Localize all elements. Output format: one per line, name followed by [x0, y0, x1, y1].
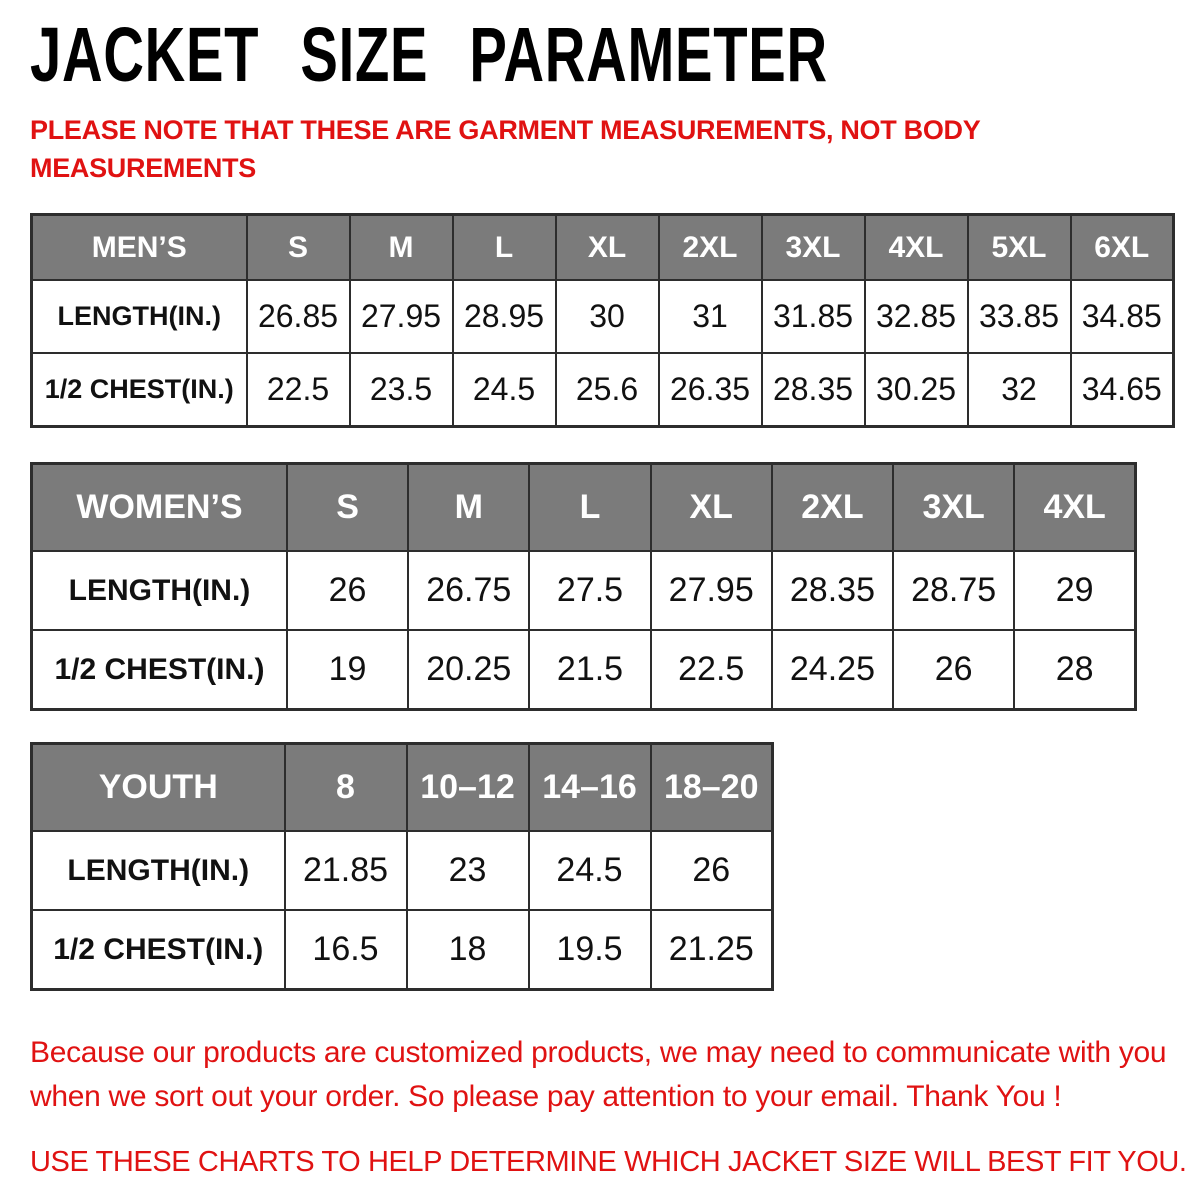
size-value: 27.5 — [528, 550, 652, 632]
size-value: 28 — [1013, 629, 1137, 711]
size-header-5xl: 5XL — [966, 213, 1072, 282]
size-value: 25.6 — [554, 352, 660, 428]
size-value: 24.5 — [451, 352, 557, 428]
mens-header-row: MEN’S S M L XL 2XL 3XL 4XL 5XL 6XL — [30, 213, 1175, 282]
size-header-10-12: 10–12 — [405, 742, 530, 833]
mens-size-table: MEN’S S M L XL 2XL 3XL 4XL 5XL 6XL LENGT… — [30, 213, 1175, 429]
size-header-8: 8 — [283, 742, 408, 833]
size-value: 23.5 — [348, 352, 454, 428]
size-value: 31.85 — [760, 279, 866, 355]
size-value: 22.5 — [245, 352, 351, 428]
size-header-3xl: 3XL — [892, 462, 1016, 553]
womens-chest-row: 1/2 CHEST(IN.) 19 20.25 21.5 22.5 24.25 … — [30, 629, 1137, 711]
size-header-l: L — [451, 213, 557, 282]
size-value: 26.35 — [657, 352, 763, 428]
size-value: 27.95 — [348, 279, 454, 355]
size-value: 22.5 — [649, 629, 773, 711]
womens-size-table: WOMEN’S S M L XL 2XL 3XL 4XL LENGTH(IN.)… — [30, 462, 1137, 712]
row-label-length: LENGTH(IN.) — [30, 550, 288, 632]
size-value: 18 — [405, 909, 530, 991]
youth-size-table: YOUTH 8 10–12 14–16 18–20 LENGTH(IN.) 21… — [30, 742, 774, 992]
size-value: 21.5 — [528, 629, 652, 711]
row-label-chest: 1/2 CHEST(IN.) — [30, 909, 286, 991]
womens-table-title: WOMEN’S — [30, 462, 288, 553]
size-value: 34.85 — [1069, 279, 1175, 355]
size-header-m: M — [407, 462, 531, 553]
size-value: 28.75 — [892, 550, 1016, 632]
size-value: 19.5 — [527, 909, 652, 991]
size-value: 19 — [285, 629, 410, 711]
size-value: 33.85 — [966, 279, 1072, 355]
size-value: 30.25 — [863, 352, 969, 428]
size-value: 27.95 — [649, 550, 773, 632]
row-label-length: LENGTH(IN.) — [30, 830, 286, 912]
youth-length-row: LENGTH(IN.) 21.85 23 24.5 26 — [30, 830, 774, 912]
mens-length-row: LENGTH(IN.) 26.85 27.95 28.95 30 31 31.8… — [30, 279, 1175, 355]
row-label-length: LENGTH(IN.) — [30, 279, 248, 355]
womens-header-row: WOMEN’S S M L XL 2XL 3XL 4XL — [30, 462, 1137, 553]
size-value: 29 — [1013, 550, 1137, 632]
size-header-3xl: 3XL — [760, 213, 866, 282]
chart-usage-advice: USE THESE CHARTS TO HELP DETERMINE WHICH… — [30, 1146, 1187, 1179]
size-value: 32.85 — [863, 279, 969, 355]
size-header-l: L — [528, 462, 652, 553]
size-value: 31 — [657, 279, 763, 355]
size-header-xl: XL — [649, 462, 773, 553]
size-value: 26 — [892, 629, 1016, 711]
size-header-s: S — [285, 462, 410, 553]
womens-length-row: LENGTH(IN.) 26 26.75 27.5 27.95 28.35 28… — [30, 550, 1137, 632]
size-header-4xl: 4XL — [863, 213, 969, 282]
row-label-chest: 1/2 CHEST(IN.) — [30, 352, 248, 428]
size-value: 24.5 — [527, 830, 652, 912]
size-value: 24.25 — [770, 629, 895, 711]
youth-chest-row: 1/2 CHEST(IN.) 16.5 18 19.5 21.25 — [30, 909, 774, 991]
size-value: 34.65 — [1069, 352, 1175, 428]
size-value: 28.95 — [451, 279, 557, 355]
size-value: 30 — [554, 279, 660, 355]
size-value: 21.85 — [283, 830, 408, 912]
garment-measurement-note: PLEASE NOTE THAT THESE ARE GARMENT MEASU… — [30, 114, 980, 183]
size-value: 20.25 — [407, 629, 531, 711]
size-header-2xl: 2XL — [770, 462, 895, 553]
size-header-xl: XL — [554, 213, 660, 282]
row-label-chest: 1/2 CHEST(IN.) — [30, 629, 288, 711]
size-value: 28.35 — [760, 352, 866, 428]
size-value: 28.35 — [770, 550, 895, 632]
size-value: 26 — [649, 830, 774, 912]
size-value: 23 — [405, 830, 530, 912]
size-value: 32 — [966, 352, 1072, 428]
mens-chest-row: 1/2 CHEST(IN.) 22.5 23.5 24.5 25.6 26.35… — [30, 352, 1175, 428]
size-header-14-16: 14–16 — [527, 742, 652, 833]
size-header-2xl: 2XL — [657, 213, 763, 282]
size-value: 26.85 — [245, 279, 351, 355]
size-value: 26 — [285, 550, 410, 632]
youth-table-title: YOUTH — [30, 742, 286, 833]
mens-table-title: MEN’S — [30, 213, 248, 282]
size-value: 26.75 — [407, 550, 531, 632]
size-value: 21.25 — [649, 909, 774, 991]
youth-header-row: YOUTH 8 10–12 14–16 18–20 — [30, 742, 774, 833]
size-header-m: M — [348, 213, 454, 282]
size-value: 16.5 — [283, 909, 408, 991]
customization-notice: Because our products are customized prod… — [30, 1036, 1167, 1113]
page-title: JACKET SIZE PARAMETER — [30, 12, 828, 98]
size-header-4xl: 4XL — [1013, 462, 1137, 553]
size-header-18-20: 18–20 — [649, 742, 774, 833]
size-header-s: S — [245, 213, 351, 282]
size-header-6xl: 6XL — [1069, 213, 1175, 282]
